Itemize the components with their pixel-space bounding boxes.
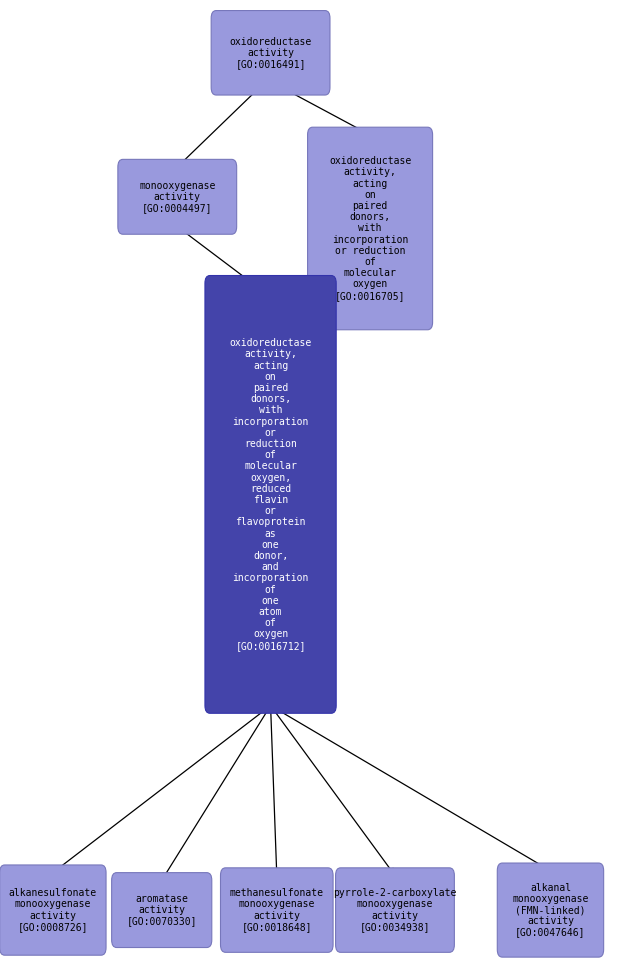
Text: oxidoreductase
activity,
acting
on
paired
donors,
with
incorporation
or reductio: oxidoreductase activity, acting on paire… <box>329 156 411 300</box>
Text: alkanesulfonate
monooxygenase
activity
[GO:0008726]: alkanesulfonate monooxygenase activity [… <box>9 888 97 932</box>
Text: oxidoreductase
activity,
acting
on
paired
donors,
with
incorporation
or
reductio: oxidoreductase activity, acting on paire… <box>230 338 312 651</box>
FancyBboxPatch shape <box>0 865 106 955</box>
FancyBboxPatch shape <box>307 128 433 330</box>
FancyBboxPatch shape <box>118 159 236 234</box>
Text: alkanal
monooxygenase
(FMN-linked)
activity
[GO:0047646]: alkanal monooxygenase (FMN-linked) activ… <box>513 882 588 938</box>
Text: aromatase
activity
[GO:0070330]: aromatase activity [GO:0070330] <box>126 894 197 926</box>
Text: oxidoreductase
activity
[GO:0016491]: oxidoreductase activity [GO:0016491] <box>230 36 312 69</box>
FancyBboxPatch shape <box>336 868 454 952</box>
FancyBboxPatch shape <box>211 11 330 95</box>
Text: pyrrole-2-carboxylate
monooxygenase
activity
[GO:0034938]: pyrrole-2-carboxylate monooxygenase acti… <box>333 888 457 932</box>
FancyBboxPatch shape <box>205 276 336 713</box>
FancyBboxPatch shape <box>498 863 603 957</box>
Text: methanesulfonate
monooxygenase
activity
[GO:0018648]: methanesulfonate monooxygenase activity … <box>230 888 324 932</box>
Text: monooxygenase
activity
[GO:0004497]: monooxygenase activity [GO:0004497] <box>139 180 215 213</box>
FancyBboxPatch shape <box>112 873 211 948</box>
FancyBboxPatch shape <box>220 868 333 952</box>
